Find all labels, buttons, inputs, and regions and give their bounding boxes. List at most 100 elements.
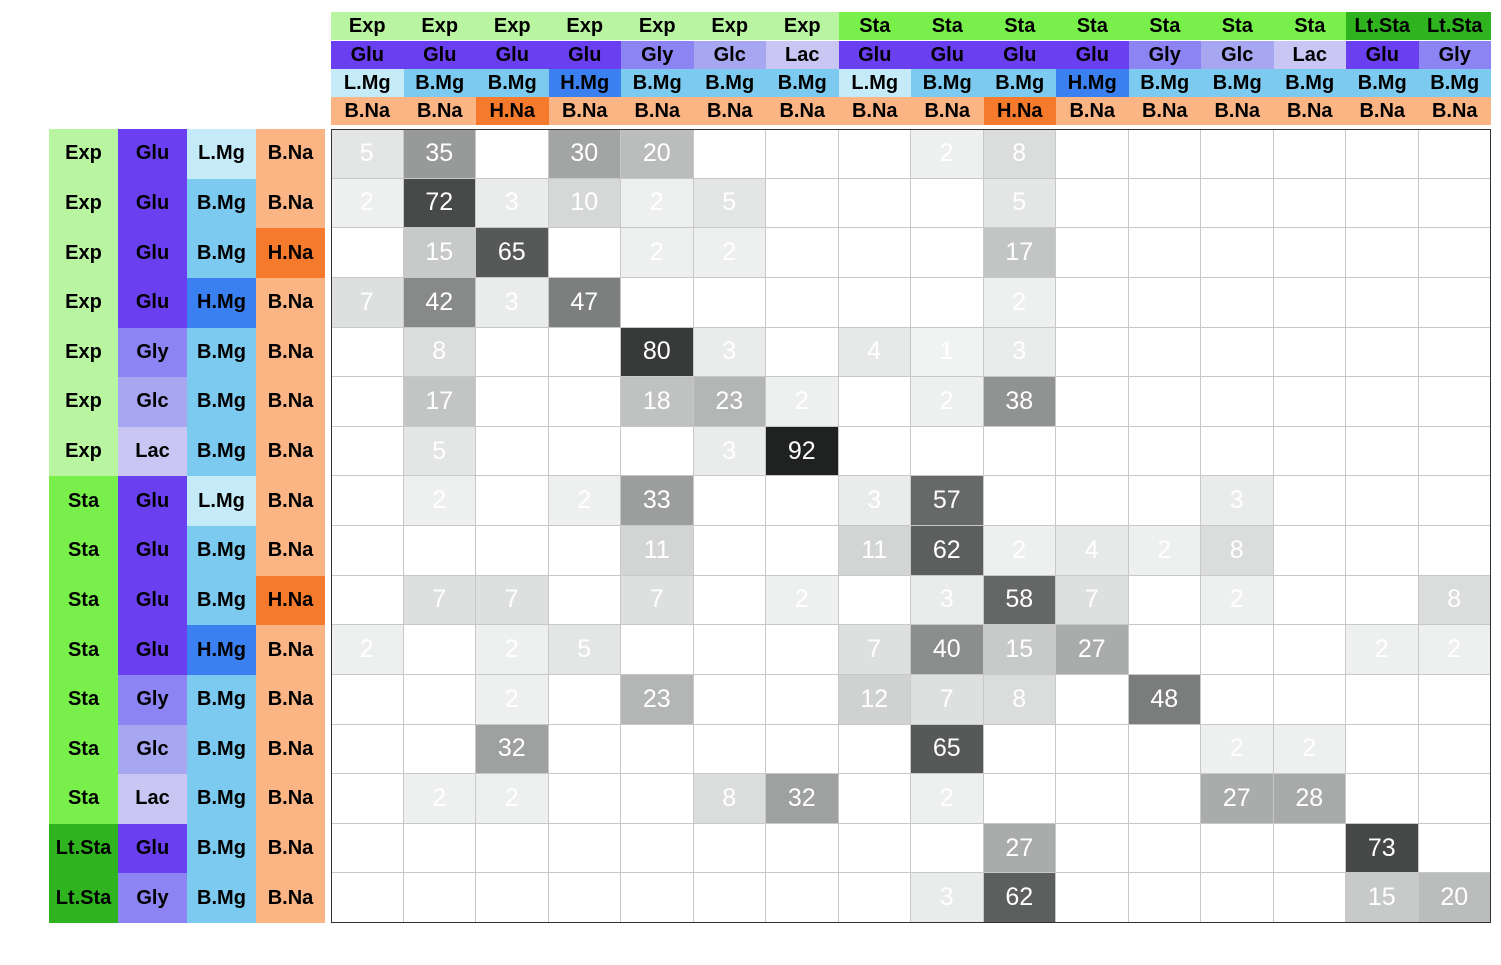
- heatmap-cell: 3: [983, 327, 1056, 378]
- row-header-mg: B.Mg: [187, 575, 256, 626]
- row-header-mg: B.Mg: [187, 774, 256, 824]
- row-header-carbon: Glu: [118, 129, 187, 179]
- heatmap-cell: [403, 674, 476, 725]
- heatmap-cell: 7: [621, 575, 694, 626]
- heatmap-cell: [1418, 476, 1491, 526]
- heatmap-cell: [1418, 823, 1491, 874]
- column-header-mg: B.Mg: [476, 69, 549, 97]
- heatmap-cell: 27: [1201, 774, 1274, 824]
- heatmap-cell: [1056, 873, 1129, 923]
- heatmap-cell: [1056, 674, 1129, 725]
- heatmap-cell: [548, 426, 621, 477]
- heatmap-cell: [1346, 526, 1419, 576]
- heatmap-cell: 23: [693, 377, 766, 427]
- row-header-growth: Sta: [49, 724, 118, 775]
- heatmap-cell: 7: [403, 575, 476, 626]
- row-header-carbon: Glu: [118, 823, 187, 874]
- heatmap-cell: [548, 526, 621, 576]
- heatmap-cell: 48: [1128, 674, 1201, 725]
- heatmap-cell: 58: [983, 575, 1056, 626]
- heatmap-cell: [766, 178, 839, 229]
- row-header-carbon: Gly: [118, 674, 187, 725]
- heatmap-cell: [331, 724, 404, 775]
- heatmap-cell: 2: [476, 774, 549, 824]
- heatmap-cell: 11: [838, 526, 911, 576]
- column-header-na: B.Na: [1346, 97, 1419, 125]
- heatmap-cell: [1201, 377, 1274, 427]
- heatmap-cell: 8: [983, 674, 1056, 725]
- heatmap-cell: 7: [331, 277, 404, 328]
- heatmap-cell: 2: [403, 774, 476, 824]
- heatmap-cell: 2: [476, 674, 549, 725]
- heatmap-cell: [331, 327, 404, 378]
- heatmap-cell: [548, 228, 621, 278]
- heatmap-cell: [621, 426, 694, 477]
- heatmap-cell: [1273, 873, 1346, 923]
- column-header-carbon: Glu: [476, 41, 549, 69]
- heatmap-cell: 12: [838, 674, 911, 725]
- heatmap-cell: [693, 277, 766, 328]
- heatmap-cell: [1128, 377, 1201, 427]
- column-header-growth: Exp: [403, 12, 476, 40]
- row-header-mg: B.Mg: [187, 426, 256, 477]
- heatmap-cell: [1056, 129, 1129, 179]
- heatmap-cell: [1273, 526, 1346, 576]
- heatmap-cell: [1346, 327, 1419, 378]
- heatmap-cell: [1128, 426, 1201, 477]
- heatmap-cell: [1128, 823, 1201, 874]
- heatmap-cell: [838, 377, 911, 427]
- heatmap-cell: [476, 823, 549, 874]
- column-header-growth: Sta: [983, 12, 1056, 40]
- row-header-na: B.Na: [256, 129, 325, 179]
- heatmap-cell: [911, 823, 984, 874]
- heatmap-cell: 2: [983, 277, 1056, 328]
- heatmap-cell: 2: [766, 575, 839, 626]
- column-header-na: B.Na: [621, 97, 694, 125]
- heatmap-cell: [1418, 327, 1491, 378]
- heatmap-cell: [693, 823, 766, 874]
- row-header-na: H.Na: [256, 228, 325, 278]
- heatmap-cell: [1273, 575, 1346, 626]
- row-header-growth: Exp: [49, 129, 118, 179]
- column-header-growth: Exp: [693, 12, 766, 40]
- heatmap-cell: [1056, 178, 1129, 229]
- heatmap-cell: [476, 327, 549, 378]
- heatmap-cell: 2: [403, 476, 476, 526]
- column-header-carbon: Glu: [1346, 41, 1419, 69]
- heatmap-cell: 1: [911, 327, 984, 378]
- heatmap-cell: [983, 476, 1056, 526]
- heatmap-cell: 20: [621, 129, 694, 179]
- row-header-carbon: Glc: [118, 724, 187, 775]
- heatmap-cell: [766, 724, 839, 775]
- row-header-carbon: Glu: [118, 228, 187, 278]
- heatmap-cell: 2: [1201, 575, 1274, 626]
- heatmap-cell: 5: [983, 178, 1056, 229]
- row-header-na: B.Na: [256, 774, 325, 824]
- heatmap-cell: 2: [331, 178, 404, 229]
- row-header-growth: Sta: [49, 526, 118, 576]
- heatmap-cell: 17: [983, 228, 1056, 278]
- heatmap-cell: [693, 873, 766, 923]
- row-header-carbon: Glc: [118, 377, 187, 427]
- heatmap-cell: [1273, 674, 1346, 725]
- heatmap-cell: 42: [403, 277, 476, 328]
- column-header-growth: Lt.Sta: [1346, 12, 1419, 40]
- heatmap-cell: 2: [911, 774, 984, 824]
- heatmap-cell: [331, 873, 404, 923]
- row-header-na: B.Na: [256, 823, 325, 874]
- column-header-na: B.Na: [1056, 97, 1129, 125]
- heatmap-cell: 4: [1056, 526, 1129, 576]
- column-header-growth: Sta: [1056, 12, 1129, 40]
- row-header-mg: B.Mg: [187, 377, 256, 427]
- heatmap-cell: [766, 823, 839, 874]
- column-header-carbon: Glu: [548, 41, 621, 69]
- row-header-carbon: Lac: [118, 774, 187, 824]
- heatmap-cell: [331, 575, 404, 626]
- heatmap-cell: [548, 674, 621, 725]
- heatmap-cell: [1346, 674, 1419, 725]
- heatmap-cell: [1201, 277, 1274, 328]
- heatmap-cell: 57: [911, 476, 984, 526]
- heatmap-cell: [1418, 674, 1491, 725]
- heatmap-cell: [1273, 426, 1346, 477]
- heatmap-cell: 2: [1418, 625, 1491, 675]
